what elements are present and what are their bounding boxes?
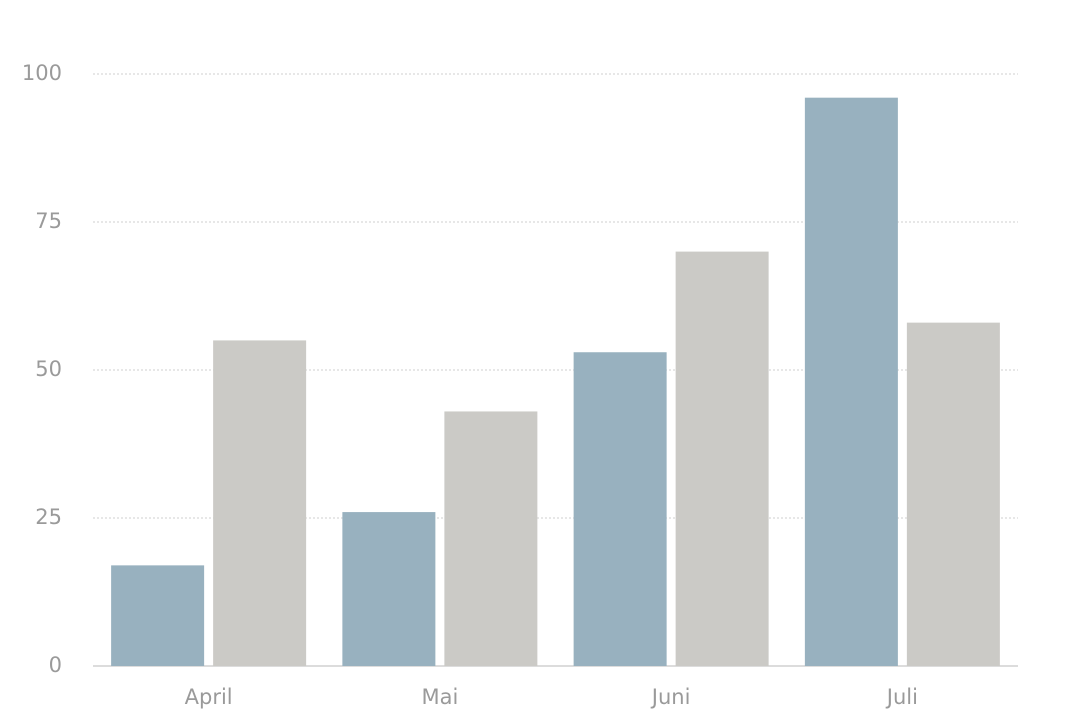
y-tick-label: 75 xyxy=(35,209,62,233)
bar xyxy=(573,352,667,666)
y-tick-label: 50 xyxy=(35,357,62,381)
x-tick-label: Juni xyxy=(650,685,691,709)
bar xyxy=(804,97,898,667)
bar xyxy=(906,322,1000,666)
bar xyxy=(342,512,436,666)
bar xyxy=(111,565,205,666)
x-tick-label: April xyxy=(185,685,233,709)
x-tick-label: Juli xyxy=(885,685,918,709)
y-tick-label: 25 xyxy=(35,505,62,529)
x-tick-label: Mai xyxy=(421,685,458,709)
bar xyxy=(675,251,769,666)
bar xyxy=(444,411,538,666)
y-tick-label: 0 xyxy=(49,653,62,677)
y-tick-label: 100 xyxy=(22,61,62,85)
bar xyxy=(213,340,307,666)
